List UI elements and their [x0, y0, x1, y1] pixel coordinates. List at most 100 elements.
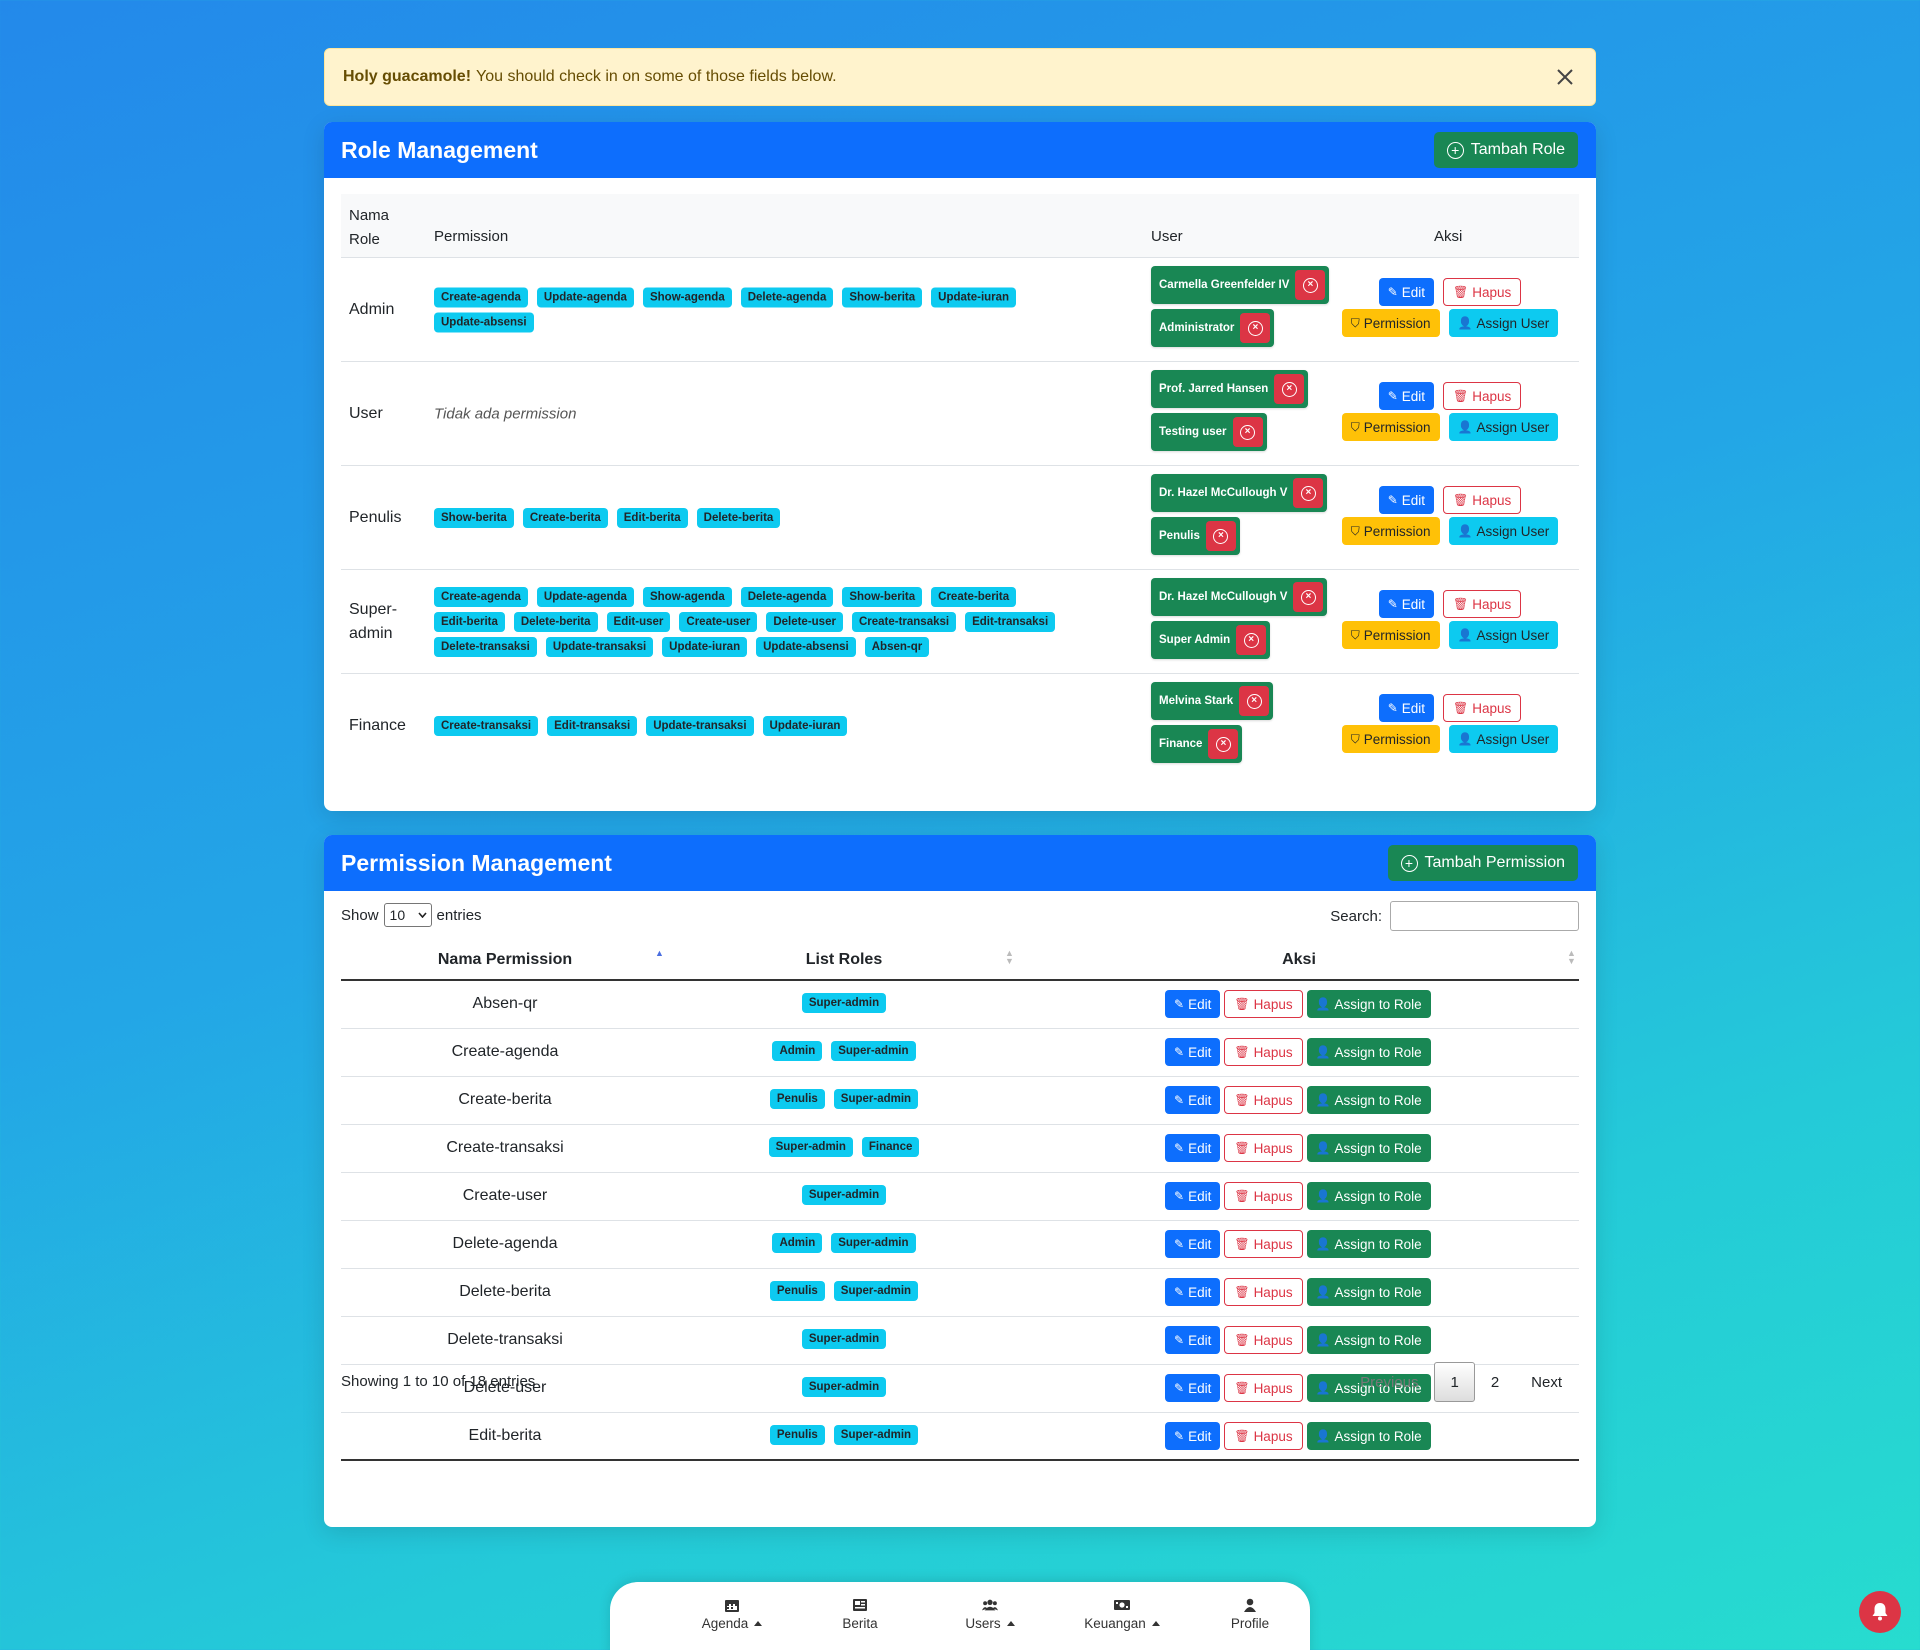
edit-role-button[interactable]: ✎ Edit	[1378, 382, 1435, 410]
role-permission-button[interactable]: ⛉ Permission	[1341, 309, 1440, 337]
delete-role-button-label: Hapus	[1472, 596, 1512, 612]
delete-permission-button[interactable]: 🗑 Hapus	[1224, 1278, 1303, 1306]
delete-role-button[interactable]: 🗑 Hapus	[1443, 486, 1522, 514]
entries-select[interactable]: 10	[383, 903, 432, 927]
permission-name: Absen-qr	[472, 995, 538, 1012]
assign-user-button[interactable]: 👤 Assign User	[1448, 309, 1559, 337]
col-list-roles[interactable]: List Roles	[805, 951, 883, 968]
assign-to-role-button[interactable]: 👤 Assign to Role	[1306, 1374, 1431, 1402]
assign-to-role-button[interactable]: 👤 Assign to Role	[1306, 990, 1431, 1018]
nav-keuangan[interactable]: Keuangan	[1062, 1598, 1182, 1631]
permission-name: Delete-berita	[459, 1283, 551, 1300]
delete-role-button[interactable]: 🗑 Hapus	[1443, 694, 1522, 722]
remove-user-button[interactable]: ×	[1295, 270, 1326, 300]
permission-badge: Create-agenda	[434, 287, 528, 307]
page-1[interactable]: 1	[1434, 1362, 1475, 1402]
assign-to-role-button[interactable]: 👤 Assign to Role	[1306, 1230, 1431, 1258]
assign-to-role-button[interactable]: 👤 Assign to Role	[1306, 1326, 1431, 1354]
edit-permission-button[interactable]: ✎ Edit	[1165, 1374, 1221, 1402]
delete-permission-button[interactable]: 🗑 Hapus	[1224, 1422, 1303, 1450]
edit-role-button[interactable]: ✎ Edit	[1378, 694, 1435, 722]
remove-user-button[interactable]: ×	[1236, 625, 1267, 655]
remove-user-button[interactable]: ×	[1293, 478, 1324, 508]
delete-role-button[interactable]: 🗑 Hapus	[1443, 382, 1522, 410]
col-actions[interactable]: Aksi	[1282, 951, 1316, 968]
close-icon[interactable]	[1551, 63, 1579, 91]
remove-user-button[interactable]: ×	[1293, 582, 1324, 612]
assign-to-role-button[interactable]: 👤 Assign to Role	[1306, 1278, 1431, 1306]
search-input[interactable]	[1390, 901, 1579, 931]
assign-user-button-label: Assign User	[1476, 315, 1550, 331]
edit-permission-button[interactable]: ✎ Edit	[1165, 1038, 1221, 1066]
plus-circle-icon: +	[1446, 141, 1464, 159]
permission-badge: Edit-user	[606, 611, 671, 632]
role-management-card: Role Management + Tambah Role Nama Role P…	[324, 122, 1596, 811]
role-permission-button[interactable]: ⛉ Permission	[1341, 725, 1440, 753]
edit-permission-button[interactable]: ✎ Edit	[1165, 1182, 1221, 1210]
remove-user-button[interactable]: ×	[1208, 729, 1239, 759]
role-users: Melvina Stark × Finance ×	[1151, 682, 1274, 768]
nav-agenda[interactable]: Agenda	[672, 1598, 792, 1631]
assign-to-role-button[interactable]: 👤 Assign to Role	[1306, 1134, 1431, 1162]
edit-permission-button[interactable]: ✎ Edit	[1165, 1134, 1221, 1162]
nav-berita[interactable]: Berita	[800, 1598, 920, 1631]
role-permission-button[interactable]: ⛉ Permission	[1341, 517, 1440, 545]
role-permission-button[interactable]: ⛉ Permission	[1341, 621, 1440, 649]
delete-permission-button[interactable]: 🗑 Hapus	[1224, 1230, 1303, 1258]
remove-user-button[interactable]: ×	[1239, 686, 1270, 716]
edit-icon: ✎	[1387, 285, 1398, 299]
edit-role-button[interactable]: ✎ Edit	[1378, 590, 1435, 618]
delete-permission-button[interactable]: 🗑 Hapus	[1224, 1134, 1303, 1162]
edit-permission-button[interactable]: ✎ Edit	[1165, 1422, 1221, 1450]
assign-user-button[interactable]: 👤 Assign User	[1448, 621, 1559, 649]
edit-permission-button[interactable]: ✎ Edit	[1165, 1086, 1221, 1114]
remove-user-button[interactable]: ×	[1240, 313, 1271, 343]
next-page[interactable]: Next	[1531, 1373, 1562, 1391]
assign-to-role-button[interactable]: 👤 Assign to Role	[1306, 1182, 1431, 1210]
user-plus-icon: 👤	[1315, 1237, 1331, 1251]
permission-management-card: Permission Management + Tambah Permissio…	[324, 835, 1596, 1527]
col-permission-name[interactable]: Nama Permission	[437, 951, 573, 968]
edit-role-button[interactable]: ✎ Edit	[1378, 278, 1435, 306]
delete-permission-button[interactable]: 🗑 Hapus	[1224, 1374, 1303, 1402]
remove-user-button[interactable]: ×	[1232, 417, 1263, 447]
edit-permission-button[interactable]: ✎ Edit	[1165, 1278, 1221, 1306]
delete-permission-button-label: Hapus	[1253, 1092, 1293, 1108]
role-permission-button-label: Permission	[1363, 315, 1431, 331]
notification-bell[interactable]	[1859, 1591, 1901, 1633]
edit-permission-button[interactable]: ✎ Edit	[1165, 1326, 1221, 1354]
role-permission-button[interactable]: ⛉ Permission	[1341, 413, 1440, 441]
shield-icon: ⛉	[1350, 316, 1360, 330]
user-name: Testing user	[1159, 426, 1227, 438]
delete-role-button[interactable]: 🗑 Hapus	[1443, 590, 1522, 618]
add-role-button[interactable]: + Tambah Role	[1433, 132, 1578, 168]
remove-user-button[interactable]: ×	[1205, 521, 1236, 551]
delete-permission-button[interactable]: 🗑 Hapus	[1224, 990, 1303, 1018]
edit-permission-button[interactable]: ✎ Edit	[1165, 990, 1221, 1018]
page-2[interactable]: 2	[1490, 1373, 1500, 1391]
edit-icon: ✎	[1387, 493, 1398, 507]
assign-user-button-label: Assign User	[1476, 627, 1550, 643]
permission-actions: ✎ Edit 🗑 Hapus 👤 Assign to Role	[1165, 1182, 1431, 1210]
assign-user-button[interactable]: 👤 Assign User	[1448, 517, 1559, 545]
assign-to-role-button[interactable]: 👤 Assign to Role	[1306, 1086, 1431, 1114]
delete-permission-button[interactable]: 🗑 Hapus	[1224, 1326, 1303, 1354]
nav-profile[interactable]: Profile	[1190, 1598, 1310, 1631]
edit-permission-button[interactable]: ✎ Edit	[1165, 1230, 1221, 1258]
datatable-controls: Show 10 entries Search:	[341, 901, 1579, 933]
add-permission-button[interactable]: + Tambah Permission	[1387, 845, 1578, 881]
delete-role-button[interactable]: 🗑 Hapus	[1443, 278, 1522, 306]
role-badge: Super-admin	[801, 1377, 887, 1397]
previous-page[interactable]: Previous	[1360, 1373, 1419, 1391]
assign-user-button[interactable]: 👤 Assign User	[1448, 413, 1559, 441]
assign-to-role-button[interactable]: 👤 Assign to Role	[1306, 1422, 1431, 1450]
assign-to-role-button[interactable]: 👤 Assign to Role	[1306, 1038, 1431, 1066]
nav-users[interactable]: Users	[930, 1598, 1050, 1631]
delete-permission-button[interactable]: 🗑 Hapus	[1224, 1182, 1303, 1210]
assign-user-button[interactable]: 👤 Assign User	[1448, 725, 1559, 753]
delete-permission-button[interactable]: 🗑 Hapus	[1224, 1086, 1303, 1114]
delete-permission-button[interactable]: 🗑 Hapus	[1224, 1038, 1303, 1066]
assign-user-button-label: Assign User	[1476, 419, 1550, 435]
remove-user-button[interactable]: ×	[1274, 374, 1305, 404]
edit-role-button[interactable]: ✎ Edit	[1378, 486, 1435, 514]
